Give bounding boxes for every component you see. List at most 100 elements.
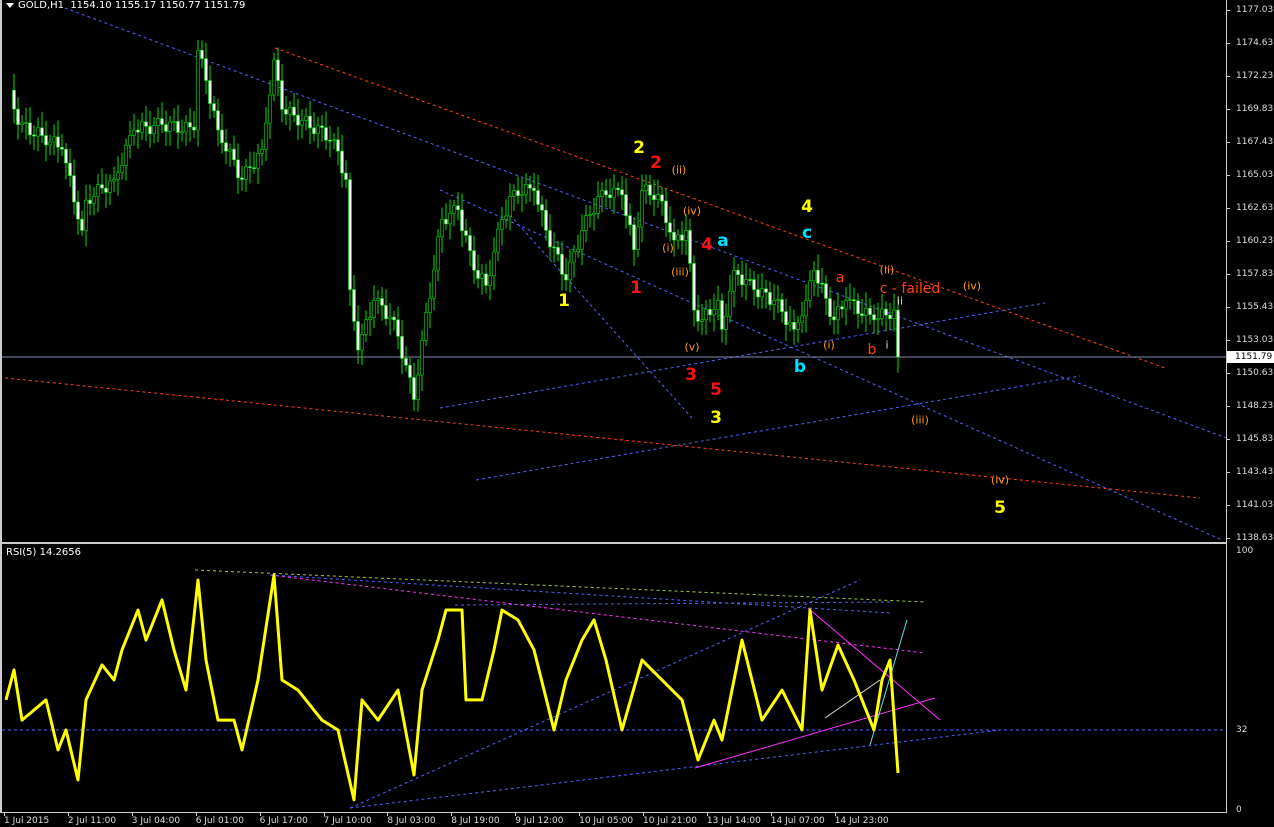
candle-body (32, 134, 36, 137)
candle-body (788, 322, 792, 326)
candle-body (288, 106, 292, 115)
candle-body (120, 165, 124, 174)
rsi-line-blue-rising-2[interactable] (349, 729, 1001, 809)
candle-body (536, 190, 540, 205)
wave-label[interactable]: a (717, 231, 729, 251)
wave-label[interactable]: (i) (823, 338, 835, 352)
candle-body (628, 215, 632, 225)
time-tick: 2 Jul 11:00 (67, 812, 117, 826)
candle-body (516, 190, 520, 196)
candle-body (388, 316, 392, 319)
wave-label[interactable]: a (835, 270, 845, 286)
candle-body (180, 131, 184, 134)
wave-label[interactable]: 4 (801, 197, 813, 217)
time-tick: 14 Jul 07:00 (770, 812, 825, 826)
candle-body (428, 297, 432, 313)
trendline-red-lower[interactable] (4, 377, 1201, 499)
time-tick: 3 Jul 04:00 (131, 812, 181, 826)
candle-body (548, 230, 552, 248)
candle-body (92, 195, 96, 204)
price-tick: 1143.43 (1225, 467, 1274, 477)
wave-label[interactable]: 5 (710, 380, 722, 400)
wave-label[interactable]: (ii) (879, 263, 895, 277)
rsi-line-magenta-support[interactable] (694, 697, 936, 769)
candle-body (596, 196, 600, 214)
candle-body (424, 312, 428, 341)
rsi-line-blue-flat[interactable] (454, 601, 891, 606)
candle-body (708, 309, 712, 316)
candle-body (720, 300, 724, 330)
candle-body (872, 314, 876, 321)
candle-body (496, 228, 500, 253)
wave-label[interactable]: 1 (630, 278, 642, 298)
wave-label[interactable]: 3 (685, 365, 697, 385)
price-tick: 1150.63 (1225, 368, 1274, 378)
candle-body (84, 199, 88, 231)
candle-body (512, 190, 516, 197)
candle-body (744, 279, 748, 286)
trendline-red-upper[interactable] (274, 47, 1166, 369)
wave-label[interactable]: 4 (701, 235, 713, 255)
candle-body (88, 199, 92, 204)
wave-label[interactable]: b (793, 357, 807, 377)
price-tick: 1160.23 (1225, 236, 1274, 246)
wave-label[interactable]: 2 (633, 138, 645, 158)
candle-body (372, 300, 376, 318)
wave-label[interactable]: c (801, 223, 813, 243)
chart-plot[interactable] (0, 0, 1226, 812)
rsi-line-green[interactable] (194, 569, 926, 603)
wave-label[interactable]: (iv) (990, 473, 1010, 487)
dropdown-triangle-icon[interactable] (6, 2, 14, 8)
pane-separator[interactable] (0, 542, 1226, 544)
candle-body (892, 309, 896, 319)
wave-label[interactable]: ii (896, 294, 904, 308)
candle-body (804, 300, 808, 317)
rsi-line-white[interactable] (824, 679, 881, 719)
candle-body (72, 175, 76, 203)
wave-label[interactable]: 5 (994, 498, 1006, 518)
candle-body (304, 115, 308, 121)
candle-body (888, 314, 892, 319)
wave-label[interactable]: b (867, 342, 877, 358)
candle-body (724, 315, 728, 330)
trendline-blue-rising-2[interactable] (475, 375, 1081, 481)
candle-body (320, 125, 324, 128)
rsi-line-magenta-resistance[interactable] (807, 607, 941, 721)
wave-label[interactable]: (iii) (911, 413, 929, 427)
candle-body (816, 269, 820, 284)
candle-body (664, 200, 668, 224)
wave-label[interactable]: (iii) (671, 265, 689, 279)
candle-body (572, 251, 576, 263)
wave-label[interactable]: 2 (650, 153, 662, 173)
wave-label[interactable]: (ii) (671, 163, 687, 177)
price-tick: 1177.03 (1225, 5, 1274, 15)
candle-body (136, 129, 140, 133)
price-tick: 1153.03 (1225, 335, 1274, 345)
rsi-line-blue-upper[interactable] (269, 574, 891, 614)
wave-label[interactable]: (i) (662, 241, 674, 255)
candle-body (96, 184, 100, 197)
candle-body (464, 230, 468, 236)
candle-body (608, 194, 612, 198)
trendline-blue-upper[interactable] (64, 7, 1226, 440)
trendline-blue-mid[interactable] (439, 189, 1223, 541)
wave-label-failed[interactable]: c - failed (879, 281, 941, 297)
wave-label[interactable]: (iv) (682, 204, 702, 218)
candle-body (848, 299, 852, 301)
candle-body (420, 340, 424, 376)
wave-label[interactable]: 3 (710, 408, 722, 428)
wave-label[interactable]: 1 (558, 291, 570, 311)
wave-label[interactable]: (iv) (962, 279, 982, 293)
candle-body (52, 136, 56, 143)
candle-body (864, 307, 868, 316)
candle-body (152, 125, 156, 135)
candle-body (584, 215, 588, 231)
candle-body (676, 234, 680, 241)
price-tick: 1162.63 (1225, 203, 1274, 213)
trendline-blue-rising-1[interactable] (439, 302, 1046, 409)
candle-body (412, 377, 416, 400)
rsi-line-magenta-upper[interactable] (269, 574, 926, 654)
wave-label[interactable]: (v) (684, 340, 700, 354)
wave-label[interactable]: i (885, 338, 889, 352)
candle-body (216, 110, 220, 131)
